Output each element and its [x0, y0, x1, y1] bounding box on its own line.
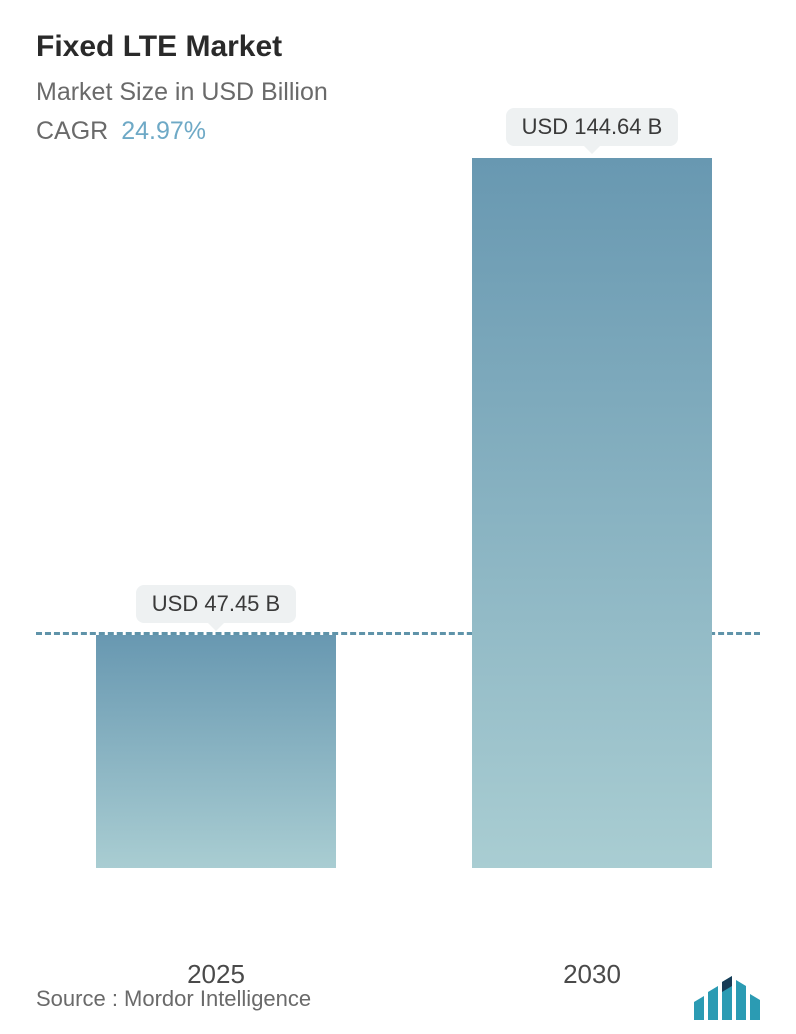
bar-value-pill: USD 47.45 B	[136, 585, 296, 623]
bar	[472, 158, 712, 868]
source-text: Source : Mordor Intelligence	[36, 986, 311, 1012]
bar-group: USD 144.64 B	[472, 108, 712, 868]
cagr-label: CAGR	[36, 117, 108, 145]
brand-logo	[694, 972, 766, 1020]
bar	[96, 635, 336, 868]
chart-area: USD 47.45 BUSD 144.64 B 20252030	[36, 158, 760, 1014]
cagr-value: 24.97%	[121, 117, 206, 145]
bar-group: USD 47.45 B	[96, 585, 336, 868]
bar-value-pill: USD 144.64 B	[506, 108, 679, 146]
chart-title: Fixed LTE Market	[36, 30, 760, 64]
chart-subtitle: Market Size in USD Billion	[36, 78, 760, 107]
chart-plot: USD 47.45 BUSD 144.64 B	[36, 158, 760, 868]
x-axis-label: 2030	[472, 959, 712, 990]
